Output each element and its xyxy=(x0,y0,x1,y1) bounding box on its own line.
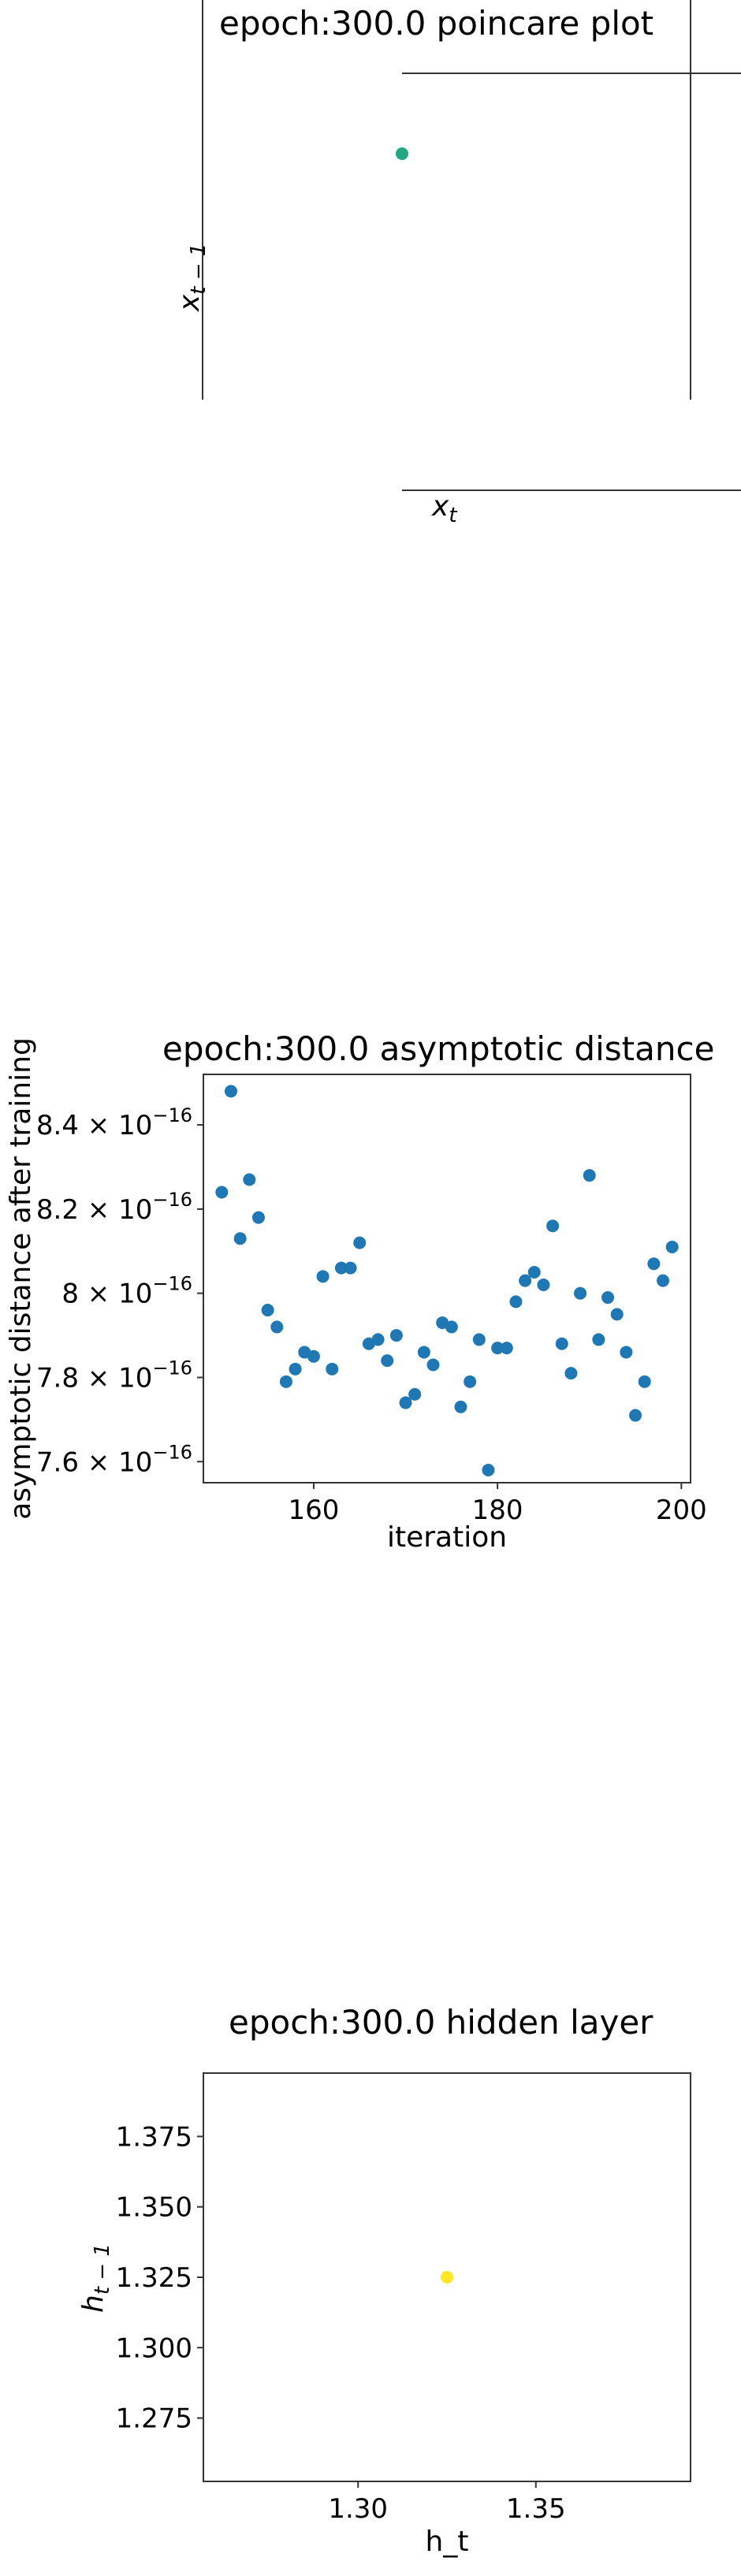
asymptotic-data-point xyxy=(638,1375,651,1388)
asymptotic-y-tick-exponent: −16 xyxy=(152,1357,192,1379)
hidden-layer-data-point xyxy=(441,2271,453,2284)
asymptotic-data-point xyxy=(233,1232,247,1245)
asymptotic-distance-chart: epoch:300.0 asymptotic distance 160 180 20… xyxy=(5,1029,714,1554)
asymptotic-data-point xyxy=(326,1362,339,1375)
asymptotic-data-point xyxy=(445,1320,458,1334)
asymptotic-data-point xyxy=(215,1186,229,1199)
asymptotic-data-point xyxy=(482,1463,495,1476)
asymptotic-data-point xyxy=(289,1362,302,1375)
asymptotic-y-tick-mantissa: 8.2 xyxy=(36,1194,79,1226)
asymptotic-x-tick-label: 200 xyxy=(656,1495,707,1526)
hidden-layer-chart: epoch:300.0 hidden layer 1.30 1.35 1.375 1… xyxy=(77,2003,691,2558)
poincare-x-label: xt xyxy=(431,490,457,527)
asymptotic-data-point xyxy=(592,1333,605,1346)
asymptotic-data-point xyxy=(629,1409,642,1422)
asymptotic-y-tick-times: × 10 xyxy=(79,1446,152,1478)
hidden-layer-x-label: h_t xyxy=(426,2526,469,2558)
asymptotic-data-point xyxy=(537,1279,550,1292)
asymptotic-data-point xyxy=(620,1346,633,1359)
asymptotic-data-point xyxy=(574,1286,587,1300)
asymptotic-data-point xyxy=(399,1396,412,1409)
asymptotic-data-point xyxy=(564,1367,578,1380)
asymptotic-data-point xyxy=(527,1265,541,1279)
asymptotic-data-point xyxy=(426,1358,440,1372)
poincare-y-label: xt − 1 xyxy=(173,244,210,312)
hidden-layer-title: epoch:300.0 hidden layer xyxy=(229,2003,653,2042)
asymptotic-data-point xyxy=(491,1342,505,1355)
asymptotic-data-point xyxy=(270,1320,284,1334)
asymptotic-data-point xyxy=(243,1173,256,1186)
asymptotic-y-label: asymptotic distance after training xyxy=(5,1037,37,1520)
asymptotic-x-tick-label: 160 xyxy=(288,1495,339,1526)
hidden-layer-y-tick-label: 1.375 xyxy=(116,2121,192,2153)
asymptotic-title: epoch:300.0 asymptotic distance xyxy=(162,1029,714,1068)
asymptotic-x-label: iteration xyxy=(387,1521,507,1554)
asymptotic-data-point xyxy=(601,1291,615,1305)
asymptotic-y-tick-mantissa: 8 xyxy=(61,1279,79,1310)
hidden-layer-y-tick-label: 1.325 xyxy=(116,2262,192,2294)
asymptotic-y-tick-exponent: −16 xyxy=(152,1441,192,1463)
asymptotic-y-tick-times: × 10 xyxy=(79,1110,152,1141)
asymptotic-data-point xyxy=(389,1329,403,1342)
asymptotic-y-tick-times: × 10 xyxy=(79,1279,152,1310)
asymptotic-data-point xyxy=(657,1274,670,1287)
asymptotic-data-point xyxy=(454,1400,467,1413)
hidden-layer-y-tick-label: 1.300 xyxy=(116,2332,192,2364)
asymptotic-data-point xyxy=(519,1274,532,1287)
poincare-title: epoch:300.0 poincare plot xyxy=(219,4,653,43)
asymptotic-data-point xyxy=(224,1085,237,1098)
asymptotic-data-point xyxy=(381,1354,394,1368)
asymptotic-data-point xyxy=(353,1236,367,1249)
asymptotic-y-tick-exponent: −16 xyxy=(152,1104,192,1126)
asymptotic-data-point xyxy=(546,1219,560,1233)
asymptotic-data-point xyxy=(334,1261,348,1275)
asymptotic-y-tick-exponent: −16 xyxy=(152,1189,192,1211)
asymptotic-data-point xyxy=(261,1304,274,1317)
asymptotic-data-point xyxy=(408,1387,422,1401)
asymptotic-data-point xyxy=(464,1375,477,1388)
asymptotic-x-tick-label: 180 xyxy=(472,1495,523,1526)
asymptotic-data-point xyxy=(316,1270,330,1283)
asymptotic-y-tick-label: 8.2 × 10−16 xyxy=(36,1189,192,1226)
asymptotic-data-point xyxy=(417,1346,430,1359)
asymptotic-y-tick-label: 7.8 × 10−16 xyxy=(36,1357,192,1394)
asymptotic-y-tick-mantissa: 8.4 xyxy=(36,1110,79,1141)
asymptotic-data-point xyxy=(583,1169,596,1182)
hidden-layer-y-tick-label: 1.350 xyxy=(116,2192,192,2224)
asymptotic-data-point xyxy=(665,1240,679,1253)
asymptotic-y-tick-mantissa: 7.8 xyxy=(36,1362,79,1394)
asymptotic-data-point xyxy=(371,1333,385,1346)
asymptotic-data-point xyxy=(279,1375,292,1388)
hidden-layer-y-tick-label: 1.275 xyxy=(116,2403,192,2435)
asymptotic-data-point xyxy=(555,1337,568,1350)
asymptotic-data-point xyxy=(509,1295,523,1308)
asymptotic-y-tick-times: × 10 xyxy=(79,1194,152,1226)
asymptotic-y-tick-mantissa: 7.6 xyxy=(36,1446,79,1478)
hidden-layer-x-tick-label: 1.30 xyxy=(328,2493,388,2525)
asymptotic-data-point xyxy=(472,1333,486,1346)
asymptotic-data-point xyxy=(307,1349,320,1363)
asymptotic-y-tick-exponent: −16 xyxy=(152,1273,192,1295)
asymptotic-y-tick-label: 8.4 × 10−16 xyxy=(36,1104,192,1141)
asymptotic-data-point xyxy=(610,1308,624,1321)
asymptotic-y-tick-label: 7.6 × 10−16 xyxy=(36,1441,192,1478)
hidden-layer-x-tick-label: 1.35 xyxy=(506,2493,566,2525)
asymptotic-plot-area xyxy=(203,1074,691,1483)
asymptotic-data-point xyxy=(500,1342,513,1355)
poincare-point xyxy=(396,147,408,160)
asymptotic-data-point xyxy=(647,1257,661,1271)
poincare-chart: epoch:300.0 poincare plot xt xt − 1 xyxy=(173,0,741,527)
asymptotic-data-point xyxy=(344,1261,357,1275)
asymptotic-data-point xyxy=(251,1211,265,1224)
hidden-layer-y-label: ht − 1 xyxy=(77,2243,114,2313)
asymptotic-y-tick-times: × 10 xyxy=(79,1362,152,1394)
asymptotic-y-tick-label: 8 × 10−16 xyxy=(61,1273,192,1310)
